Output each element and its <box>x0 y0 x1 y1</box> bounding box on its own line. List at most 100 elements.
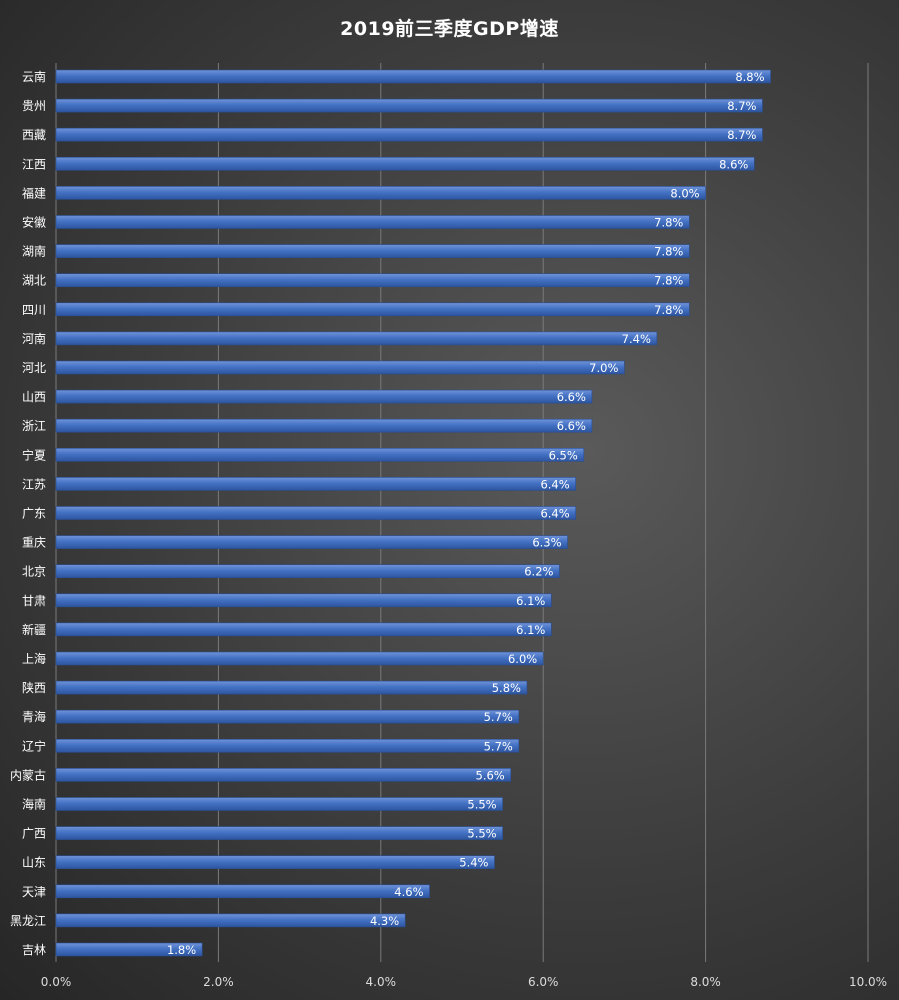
category-label: 甘肃 <box>22 594 46 608</box>
bar <box>55 593 552 608</box>
bar <box>55 535 568 549</box>
value-label: 4.3% <box>370 914 399 928</box>
value-label: 5.5% <box>467 798 496 812</box>
bars <box>55 69 771 957</box>
category-label: 四川 <box>22 303 46 317</box>
bar <box>55 215 690 229</box>
value-label: 6.1% <box>516 623 545 637</box>
bar <box>55 389 593 404</box>
value-label: 5.7% <box>484 710 513 724</box>
category-label: 北京 <box>22 565 46 579</box>
value-label: 1.8% <box>167 943 196 957</box>
category-label: 陕西 <box>22 680 46 695</box>
value-label: 8.7% <box>727 99 756 113</box>
value-label: 5.7% <box>484 739 513 753</box>
category-label: 湖南 <box>22 244 46 259</box>
category-label: 河北 <box>22 361 46 375</box>
value-label: 7.8% <box>654 245 683 259</box>
category-label: 湖北 <box>22 273 46 288</box>
value-label: 6.0% <box>508 652 537 666</box>
value-label: 8.8% <box>735 70 764 84</box>
value-label: 6.1% <box>516 594 545 608</box>
category-label: 安徽 <box>22 215 46 230</box>
value-labels: 8.8% 8.7% 8.7% 8.6% 8.0% 7.8% 7.8% 7.8% 7.8% 7.4%… <box>167 70 765 957</box>
category-label: 重庆 <box>22 536 46 550</box>
value-label: 7.8% <box>654 303 683 317</box>
value-label: 7.4% <box>622 332 651 346</box>
bar <box>55 186 706 200</box>
bar <box>55 913 406 928</box>
x-tick-label: 6.0% <box>528 975 559 989</box>
value-label: 7.0% <box>589 361 618 375</box>
bar <box>55 884 430 899</box>
category-label: 辽宁 <box>22 738 46 753</box>
category-label: 内蒙古 <box>10 767 46 782</box>
bar <box>55 709 520 724</box>
bar <box>55 127 763 142</box>
value-label: 6.6% <box>557 390 586 404</box>
value-label: 4.6% <box>394 885 423 899</box>
bar <box>55 768 512 782</box>
bar <box>55 942 203 957</box>
category-label: 广东 <box>22 507 46 521</box>
category-label: 海南 <box>22 797 46 812</box>
bar <box>55 622 552 637</box>
bar <box>55 564 560 579</box>
x-tick-label: 4.0% <box>366 975 397 989</box>
category-label: 天津 <box>22 885 46 899</box>
category-label: 江西 <box>22 157 46 171</box>
value-label: 6.4% <box>540 507 569 521</box>
category-labels: 云南贵州西藏江西福建安徽湖南湖北四川河南河北山西浙江宁夏江苏广东重庆北京甘肃新疆… <box>10 69 46 957</box>
value-label: 5.4% <box>459 856 488 870</box>
x-axis-ticks: 0.0% 2.0% 4.0% 6.0% 8.0% 10.0% <box>41 975 887 989</box>
category-label: 新疆 <box>22 622 46 637</box>
category-label: 福建 <box>22 185 46 200</box>
x-tick-label: 2.0% <box>203 975 234 989</box>
value-label: 8.6% <box>719 157 748 171</box>
value-label: 6.3% <box>532 536 561 550</box>
category-label: 黑龙江 <box>10 914 46 928</box>
bar <box>55 855 495 870</box>
category-label: 云南 <box>22 69 46 84</box>
category-label: 青海 <box>22 709 46 724</box>
value-label: 5.5% <box>467 827 496 841</box>
category-label: 上海 <box>22 651 46 666</box>
bar <box>55 273 690 288</box>
category-label: 贵州 <box>22 99 46 113</box>
bar <box>55 244 690 258</box>
bar <box>55 69 771 84</box>
x-tick-label: 10.0% <box>849 975 887 989</box>
bar <box>55 826 503 840</box>
value-label: 6.5% <box>549 448 578 462</box>
value-label: 6.2% <box>524 565 553 579</box>
value-label: 8.0% <box>670 186 699 200</box>
value-label: 6.4% <box>540 477 569 491</box>
value-label: 5.6% <box>476 768 505 782</box>
bar <box>55 98 763 113</box>
category-label: 山西 <box>22 390 46 404</box>
bar <box>55 360 625 375</box>
value-label: 8.7% <box>727 128 756 142</box>
value-label: 5.8% <box>492 681 521 695</box>
bar <box>55 651 544 666</box>
chart-title: 2019前三季度GDP增速 <box>340 17 559 40</box>
bar <box>55 506 576 520</box>
category-label: 河南 <box>22 331 46 346</box>
bar <box>55 738 520 753</box>
bar <box>55 447 585 462</box>
bar <box>55 477 576 491</box>
bar <box>55 302 690 317</box>
bar <box>55 418 593 433</box>
category-label: 吉林 <box>22 943 46 957</box>
value-label: 7.8% <box>654 216 683 230</box>
category-label: 广西 <box>22 827 46 841</box>
x-tick-label: 0.0% <box>41 975 72 989</box>
value-label: 6.6% <box>557 419 586 433</box>
category-label: 山东 <box>22 856 46 870</box>
category-label: 西藏 <box>22 128 46 142</box>
category-label: 江苏 <box>22 477 46 491</box>
bar <box>55 331 658 346</box>
bar <box>55 157 755 171</box>
bar <box>55 680 528 695</box>
